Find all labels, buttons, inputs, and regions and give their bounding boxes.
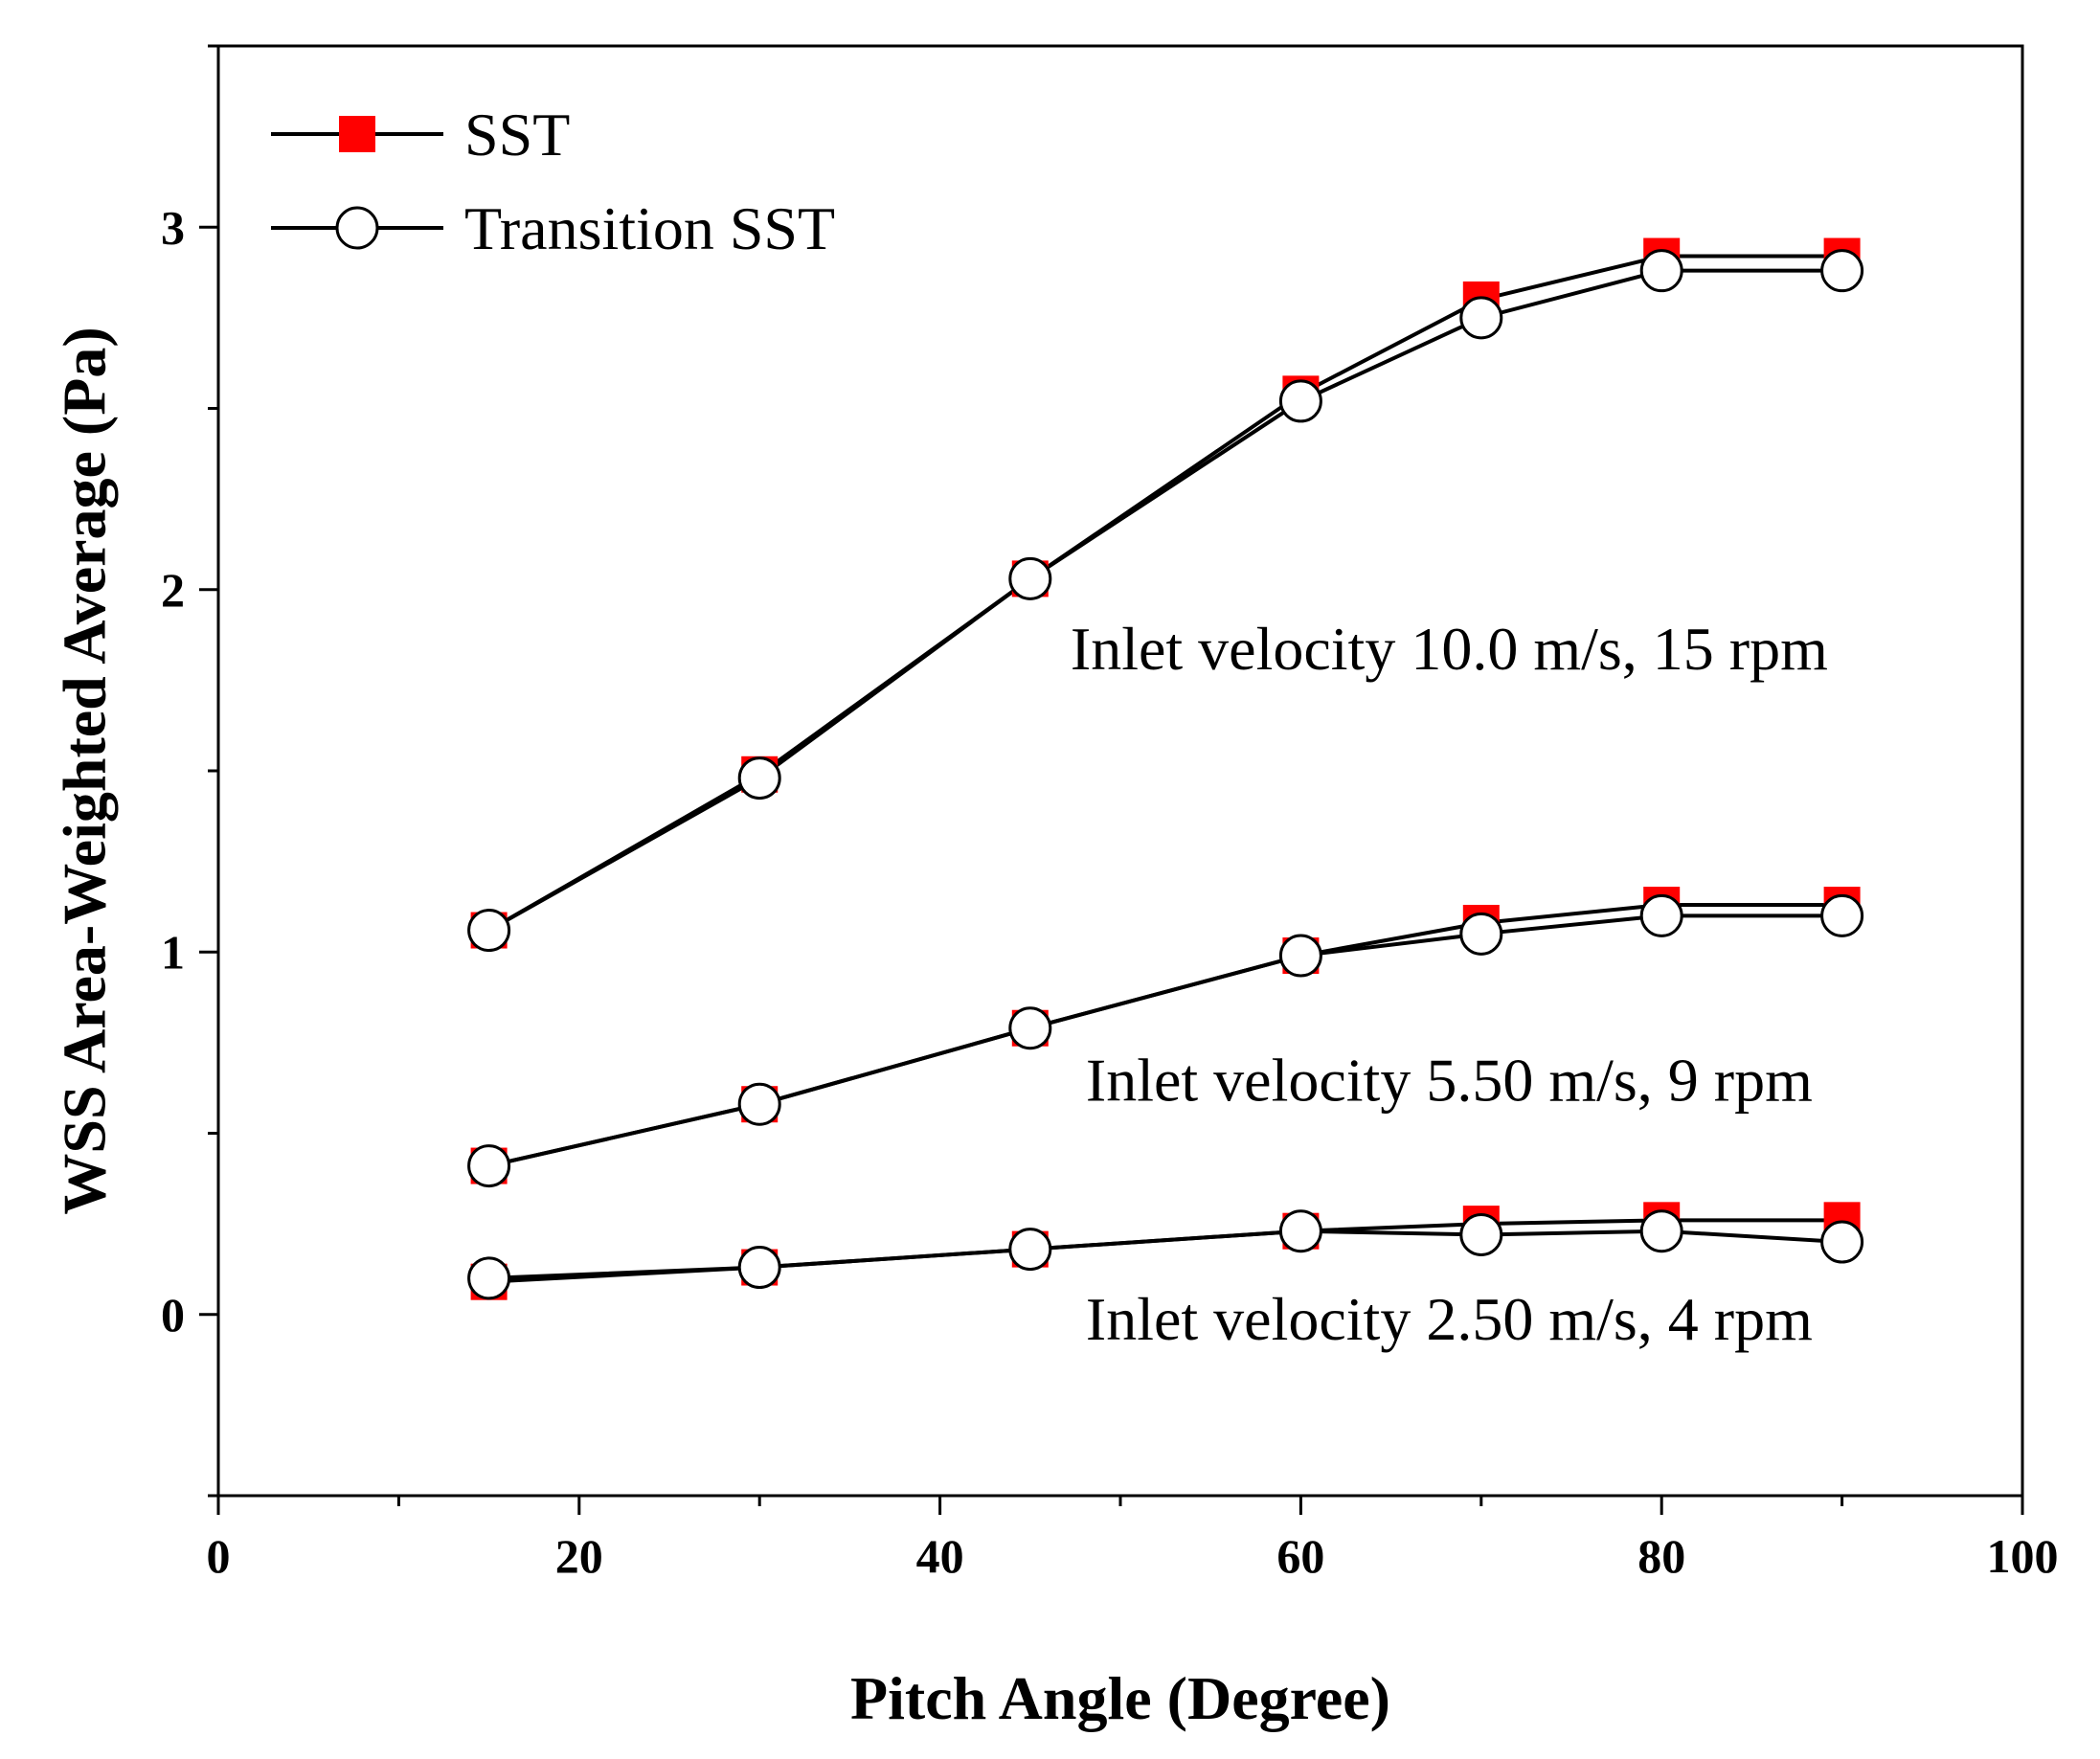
legend-marker-sst: [339, 116, 375, 152]
series-group: [467, 887, 1864, 1188]
x-tick-label: 40: [916, 1529, 964, 1583]
data-point-transition-sst: [1639, 1209, 1683, 1253]
y-axis-title: WSS Area-Weighted Average (Pa): [51, 327, 119, 1214]
x-tick-label: 80: [1637, 1529, 1685, 1583]
data-point-transition-sst: [1459, 1212, 1503, 1256]
annotations: Inlet velocity 10.0 m/s, 15 rpm Inlet vel…: [1071, 615, 1828, 1353]
data-point-transition-sst: [1459, 296, 1503, 340]
series-group: [467, 237, 1864, 953]
x-tick-label: 60: [1276, 1529, 1324, 1583]
data-point-transition-sst: [1639, 893, 1683, 937]
y-tick-label: 3: [161, 200, 185, 254]
y-tick-label: 1: [161, 925, 185, 979]
legend-marker-transition-sst: [335, 206, 379, 250]
data-point-transition-sst: [467, 909, 511, 953]
data-point-transition-sst: [737, 756, 781, 801]
series-line-transition-sst: [488, 1229, 1842, 1280]
y-tick-label: 0: [161, 1288, 185, 1342]
x-tick-label: 100: [1987, 1529, 2059, 1583]
x-tick-label: 0: [207, 1529, 231, 1583]
data-point-transition-sst: [467, 1256, 511, 1300]
data-point-transition-sst: [1008, 1228, 1052, 1272]
legend-label-sst: SST: [464, 101, 570, 169]
data-point-transition-sst: [1008, 1006, 1052, 1050]
data-point-transition-sst: [737, 1082, 781, 1126]
y-tick-label: 2: [161, 563, 185, 617]
data-point-transition-sst: [737, 1246, 781, 1290]
series-line-transition-sst: [487, 268, 1842, 933]
data-point-transition-sst: [1820, 893, 1864, 937]
group-annotation: Inlet velocity 10.0 m/s, 15 rpm: [1071, 615, 1828, 683]
data-point-transition-sst: [1008, 556, 1052, 600]
data-point-transition-sst: [1278, 379, 1322, 423]
group-annotation: Inlet velocity 2.50 m/s, 4 rpm: [1086, 1285, 1813, 1353]
data-point-transition-sst: [1278, 1209, 1322, 1253]
x-axis-title: Pitch Angle (Degree): [850, 1664, 1390, 1732]
series-line-sst: [488, 1218, 1842, 1284]
legend: SST Transition SST: [271, 101, 835, 262]
data-point-transition-sst: [467, 1144, 511, 1188]
axes: 0 20 40 60 80 100 0 1 2 3 Pitch Angle (Degree) WSS …: [51, 44, 2059, 1732]
series-layer: [467, 237, 1864, 1300]
series-line-transition-sst: [488, 913, 1842, 1168]
series-line-sst: [488, 903, 1842, 1168]
data-point-transition-sst: [1820, 249, 1864, 293]
group-annotation: Inlet velocity 5.50 m/s, 9 rpm: [1086, 1046, 1813, 1114]
data-point-transition-sst: [1639, 249, 1683, 293]
series-line-sst: [487, 254, 1842, 933]
data-point-transition-sst: [1459, 912, 1503, 956]
x-tick-label: 20: [555, 1529, 603, 1583]
data-point-transition-sst: [1820, 1220, 1864, 1264]
legend-label-transition-sst: Transition SST: [464, 194, 835, 262]
series-group: [467, 1202, 1864, 1300]
data-point-transition-sst: [1278, 934, 1322, 978]
